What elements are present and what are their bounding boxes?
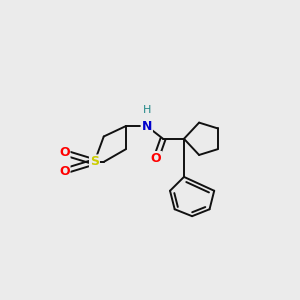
Text: S: S <box>90 155 99 168</box>
Text: O: O <box>59 165 70 178</box>
Text: N: N <box>142 120 152 133</box>
Text: H: H <box>142 105 151 115</box>
Text: O: O <box>151 152 161 165</box>
Text: O: O <box>59 146 70 159</box>
